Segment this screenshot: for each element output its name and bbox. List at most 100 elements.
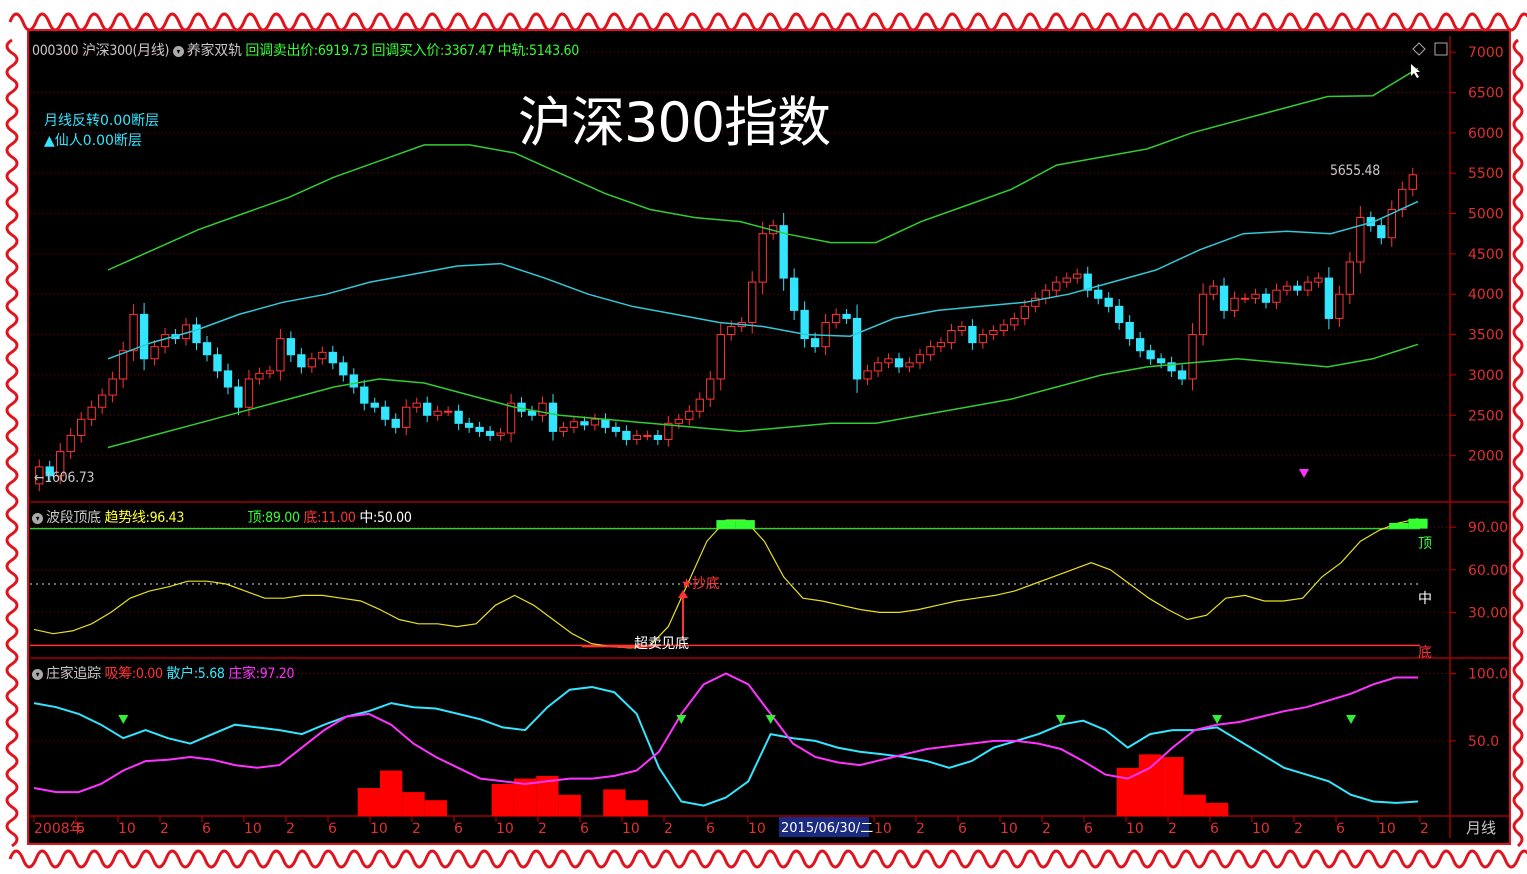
candle-body <box>1219 285 1229 311</box>
top-line-label: 顶 <box>1418 536 1432 552</box>
candle-body <box>1125 321 1134 340</box>
trend-axis-label: 30.00 <box>1468 605 1508 621</box>
x-axis-label: 6 <box>1336 821 1345 837</box>
candle-body <box>213 354 222 372</box>
candle-body <box>1398 188 1407 210</box>
candle-body <box>1282 285 1292 291</box>
price-axis-label: 4500 <box>1468 247 1504 263</box>
x-axis-label: 6 <box>958 821 967 837</box>
candle-body <box>1345 261 1355 295</box>
candle-body <box>884 358 893 364</box>
candle-body <box>423 402 432 416</box>
candle-body <box>1198 293 1208 336</box>
candle-body <box>97 394 107 408</box>
note-reversal: 月线反转0.00断层 <box>44 113 160 129</box>
bottom-line-label: 底 <box>1418 645 1432 661</box>
candle-body <box>297 354 306 368</box>
panel2-toggle-icon[interactable]: ▾ <box>32 513 43 524</box>
candle-body <box>77 418 86 436</box>
price-axis-label: 3500 <box>1468 328 1504 344</box>
absorb-bar <box>1161 757 1184 817</box>
green-marker <box>1346 715 1357 724</box>
overbought-fill <box>1408 518 1428 529</box>
candle-body <box>1251 293 1260 299</box>
buy-label: 回调买入价: <box>371 43 445 59</box>
candle-body <box>559 426 568 432</box>
candle-body <box>496 432 505 436</box>
candle-body <box>286 338 296 356</box>
candle-body <box>831 313 841 323</box>
candle-body <box>685 410 694 420</box>
x-axis-label: 10 <box>1000 821 1018 837</box>
candle-body <box>475 426 484 432</box>
candle-body <box>307 358 317 368</box>
panel2-name: 波段顶底 <box>46 510 101 526</box>
x-axis-label: 10 <box>244 821 262 837</box>
dealer-axis-label: 50.0 <box>1468 734 1499 750</box>
candle-body <box>1156 358 1166 364</box>
candle-body <box>999 324 1009 332</box>
absorb-bar <box>357 788 380 817</box>
candle-body <box>674 418 683 424</box>
candle-body <box>370 402 379 408</box>
code-name: 000300 沪深300(月线) <box>32 43 170 59</box>
candle-body <box>957 326 967 332</box>
green-marker <box>118 715 129 724</box>
price-axis-label: 5000 <box>1468 207 1504 223</box>
candle-body <box>569 421 579 428</box>
candle-body <box>339 362 348 376</box>
note-xianren: ▲仙人0.00断层 <box>44 133 142 149</box>
candle-body <box>1377 225 1386 239</box>
panel2-header: ▾ 波段顶底 趋势线:96.43 顶:89.00 底:11.00 中:50.00 <box>32 507 412 527</box>
candle-body <box>548 402 558 432</box>
candle-body <box>989 330 998 336</box>
candle-body <box>443 410 453 413</box>
absorb-label: 吸筹: <box>104 666 137 682</box>
candle-body <box>1052 281 1061 291</box>
retail-line <box>33 685 1419 807</box>
candle-body <box>433 410 442 416</box>
candle-body <box>402 406 411 428</box>
absorb-bar <box>603 789 626 817</box>
price-axis-label: 3000 <box>1468 368 1504 384</box>
candle-body <box>1335 293 1344 319</box>
top-label: 顶: <box>247 510 266 526</box>
indicator-toggle-icon[interactable]: ▾ <box>172 46 184 57</box>
mid-value: 5143.60 <box>529 43 579 59</box>
candle-body <box>118 350 128 380</box>
candle-body <box>1041 289 1050 299</box>
x-axis-label: 2 <box>1042 821 1051 837</box>
x-axis-label: 6 <box>202 821 211 837</box>
x-axis-label: 10 <box>874 821 892 837</box>
low-price-label: ←1606.73 <box>34 470 95 486</box>
trend-axis-label: 60.00 <box>1468 563 1508 579</box>
candle-body <box>328 351 337 364</box>
price-axis-label: 2500 <box>1468 408 1504 424</box>
candle-body <box>255 372 264 380</box>
candle-body <box>381 406 390 420</box>
x-axis-label: 10 <box>1126 821 1144 837</box>
candle-body <box>622 430 631 440</box>
candle-body <box>653 434 663 440</box>
x-axis-label: 6 <box>76 821 85 837</box>
candle-body <box>87 406 96 420</box>
overbought-fill <box>716 520 736 529</box>
candle-body <box>66 434 75 453</box>
candle-body <box>108 378 117 396</box>
candle-body <box>412 402 421 408</box>
x-axis-label: 2 <box>160 821 169 837</box>
price-axis-label: 2000 <box>1468 449 1504 465</box>
bottom-label: 底: <box>303 510 322 526</box>
candle-body <box>1104 297 1113 307</box>
absorb-bar <box>625 800 648 817</box>
absorb-bar <box>1205 802 1229 817</box>
trend-line <box>33 518 1419 649</box>
candle-body <box>852 317 862 380</box>
candle-body <box>936 342 946 348</box>
candle-body <box>748 281 757 323</box>
candle-body <box>873 362 883 372</box>
panel3-toggle-icon[interactable]: ▾ <box>32 669 43 680</box>
candle-body <box>758 233 767 283</box>
absorb-bar <box>402 792 425 817</box>
candle-body <box>1020 305 1029 319</box>
